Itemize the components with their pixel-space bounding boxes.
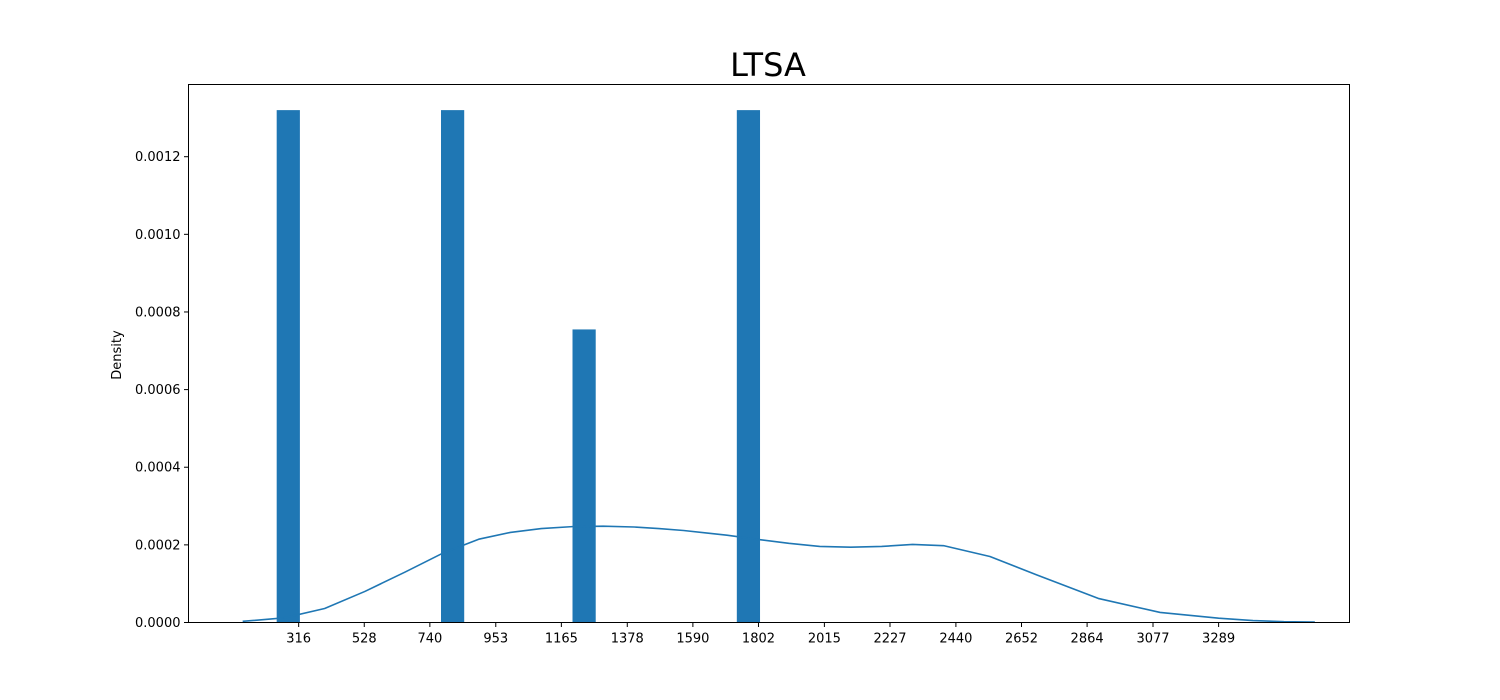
y-tick-label: 0.0000 [135,616,181,631]
x-tick-label: 3289 [1202,632,1235,647]
x-axis: 316 528 740 953 1165 1378 1590 1802 2015 2227 2440… [286,622,1235,647]
plot-frame [188,84,1350,623]
bar-3 [736,110,761,623]
x-tick-label: 2864 [1071,632,1104,647]
y-tick-label: 0.0008 [135,305,181,320]
chart-title: LTSA [730,46,806,84]
x-tick-label: 1802 [742,632,775,647]
bar-2 [572,329,596,623]
bars [276,110,761,623]
density-line-group [242,525,1315,623]
y-tick-label: 0.0004 [135,461,181,476]
x-tick-label: 1165 [545,632,578,647]
y-tick-label: 0.0006 [135,383,181,398]
x-tick-label: 528 [352,632,377,647]
x-tick-label: 1378 [611,632,644,647]
bar-1 [440,110,465,623]
x-tick-label: 3077 [1136,632,1169,647]
y-tick-label: 0.0010 [135,228,181,243]
x-tick-label: 1590 [676,632,709,647]
x-tick-label: 740 [417,632,442,647]
x-tick-label: 2652 [1005,632,1038,647]
density-line [242,525,1315,623]
y-axis: 0.0000 0.0002 0.0004 0.0006 0.0008 0.0010 0.00… [135,150,189,631]
y-axis-label: Density [110,330,125,380]
x-tick-label: 2440 [939,632,972,647]
y-tick-label: 0.0012 [135,150,181,165]
y-tick-label: 0.0002 [135,538,181,553]
x-tick-label: 2015 [808,632,841,647]
x-tick-label: 953 [483,632,508,647]
x-tick-label: 316 [286,632,311,647]
x-tick-label: 2227 [873,632,906,647]
bar-0 [276,110,300,623]
